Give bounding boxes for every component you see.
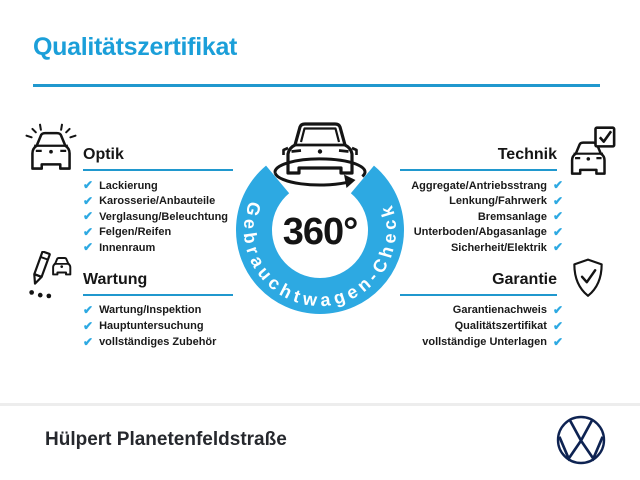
check-icon [553,304,563,317]
checklist-item-label: Sicherheit/Elektrik [450,241,547,254]
checklist-item-label: Unterboden/Abgasanlage [413,226,547,239]
check-icon [553,226,563,239]
checklist-item: Aggregate/Antriebsstrang [323,178,563,194]
check-icon [83,304,93,317]
vw-logo [556,415,606,465]
check-icon [553,336,563,349]
section-underline [400,169,557,171]
checklist-item-label: Aggregate/Antriebsstrang [411,179,547,192]
used-car-check-badge: Gebrauchtwagen-Check 360° [236,122,404,314]
check-icon [83,336,93,349]
page-title: Qualitätszertifikat [33,33,238,61]
checklist-item-label: Innenraum [99,241,156,254]
section-garantie-header: Garantie [400,271,557,296]
section-underline [400,294,557,296]
footer-divider [0,403,640,406]
checklist-item-label: Lenkung/Fahrwerk [449,195,547,208]
checklist-item: Lackierung [83,178,228,194]
checklist-item-label: Qualitätszertifikat [454,320,547,332]
optik-checklist: Lackierung Karosserie/Anbauteile Verglas… [83,178,228,256]
section-title-optik: Optik [83,146,124,163]
checklist-item: Bremsanlage [323,209,563,225]
checklist-item: Lenkung/Fahrwerk [323,194,563,210]
header-divider [33,84,600,87]
checklist-item-label: Lackierung [99,179,158,192]
checklist-item: Hauptuntersuchung [83,318,216,334]
rotate-arrowhead [344,174,356,188]
checklist-item-label: vollständige Unterlagen [422,336,547,348]
check-icon [553,179,563,192]
section-underline [83,294,233,296]
check-icon [83,226,93,239]
checklist-item: Qualitätszertifikat [323,318,563,334]
checklist-item: Sicherheit/Elektrik [323,240,563,256]
check-icon [83,320,93,333]
service-note-icon [29,251,72,299]
checklist-item-label: Garantienachweis [452,304,547,316]
check-icon [553,241,563,254]
checklist-item-label: vollständiges Zubehör [99,336,217,348]
checklist-item-label: Hauptuntersuchung [99,320,204,332]
car-checkbox-icon [570,126,616,175]
checklist-item-label: Karosserie/Anbauteile [99,195,216,208]
checklist-item: Garantienachweis [323,302,563,318]
check-icon [83,195,93,208]
checklist-item-label: Verglasung/Beleuchtung [99,210,229,223]
check-icon [553,320,563,333]
section-title-wartung: Wartung [83,271,148,288]
section-technik-header: Technik [400,146,557,171]
section-wartung-header: Wartung [83,271,233,296]
checklist-item-label: Bremsanlage [477,210,547,223]
shield-check-icon [573,258,603,297]
car-360-rotate-icon [273,122,367,188]
checklist-item-label: Felgen/Reifen [99,226,172,239]
checklist-item-label: Wartung/Inspektion [99,304,202,316]
check-icon [83,210,93,223]
badge-ring [236,165,404,314]
dealer-name: Hülpert Planetenfeldstraße [45,429,287,450]
section-optik-header: Optik [83,146,233,171]
checklist-item: vollständiges Zubehör [83,334,216,350]
checklist-item: Unterboden/Abgasanlage [323,225,563,241]
technik-checklist: Aggregate/Antriebsstrang Lenkung/Fahrwer… [323,178,563,256]
section-underline [83,169,233,171]
check-icon [553,210,563,223]
section-title-technik: Technik [497,146,557,163]
check-icon [83,241,93,254]
check-icon [83,179,93,192]
sparkling-car-icon [25,123,77,170]
checklist-item: Verglasung/Beleuchtung [83,209,228,225]
check-icon [553,195,563,208]
garantie-checklist: Garantienachweis Qualitätszertifikat vol… [323,302,563,350]
wartung-checklist: Wartung/Inspektion Hauptuntersuchung vol… [83,302,216,350]
checklist-item: Felgen/Reifen [83,225,228,241]
checklist-item: Wartung/Inspektion [83,302,216,318]
badge-center-label: 360° [283,211,358,253]
checklist-item: Karosserie/Anbauteile [83,194,228,210]
checklist-item: vollständige Unterlagen [323,334,563,350]
checklist-item: Innenraum [83,240,228,256]
section-title-garantie: Garantie [492,271,557,288]
